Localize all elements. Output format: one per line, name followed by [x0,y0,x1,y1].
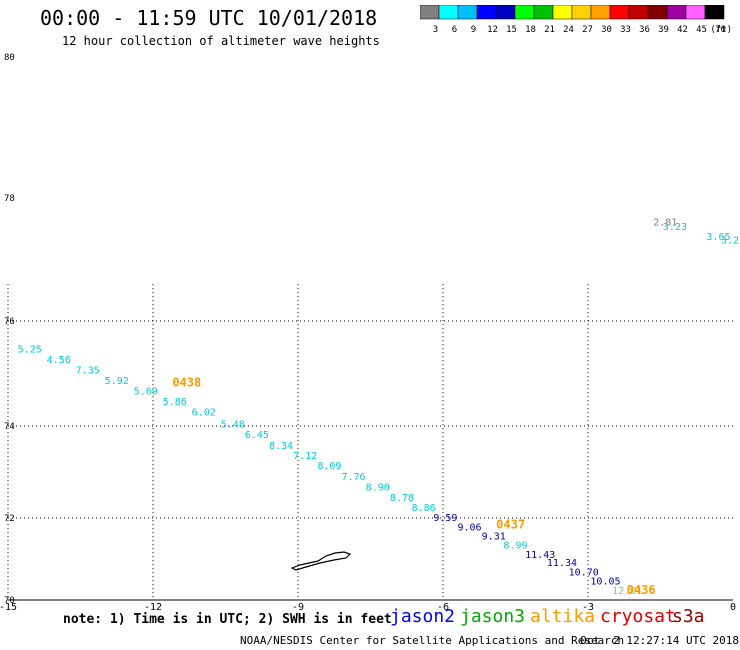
swh-observation: 8.78 [390,493,414,504]
colorbar-tick: 9 [471,25,476,35]
swh-observation: 3.65 [706,232,730,243]
legend-jason2: jason2 [390,606,456,627]
colorbar-swatch [704,5,725,20]
colorbar-tick: 39 [658,25,669,35]
lat-label: 76 [4,317,15,327]
lon-label: -3 [582,602,594,613]
colorbar-tick: 36 [639,25,650,35]
swh-observation: 3.23 [663,222,687,233]
map-subtitle: 12 hour collection of altimeter wave hei… [62,34,380,48]
swh-observation: 11.43 [525,550,555,561]
colorbar-tick: 6 [452,25,457,35]
credit-date: Oct 2 12:27:14 UTC 2018 [580,634,739,647]
swh-observation: 2.81 [653,218,677,229]
swh-observation: 7.76 [342,472,366,483]
swh-observation: 8.34 [269,441,293,452]
swh-observation: 6.02 [192,408,216,419]
swh-observation: 8.90 [366,482,390,493]
colorbar-tick: 18 [525,25,536,35]
swh-observation: 4.56 [47,355,71,366]
swh-observation: 9.31 [482,531,506,542]
map-title: 00:00 - 11:59 UTC 10/01/2018 [40,6,378,30]
footer-note: note: 1) Time is in UTC; 2) SWH is in fe… [63,612,392,627]
swh-observation: 8.99 [503,540,527,551]
time-label: 0437 [496,517,525,531]
colorbar-tick: 3 [433,25,438,35]
swh-observation: 7.35 [76,366,100,377]
lon-label: -15 [0,602,17,613]
time-label: 0438 [172,376,201,390]
colorbar-unit: (ft) [710,25,732,35]
swh-observation: 11.34 [547,558,577,569]
colorbar-tick: 27 [582,25,593,35]
swh-observation: 12.01 [612,586,642,597]
colorbar-tick: 45 [696,25,707,35]
swh-observation: 8.09 [317,461,341,472]
swh-observation: 7.12 [293,451,317,462]
legend-jason3: jason3 [460,606,526,627]
legend-s3a: s3a [672,606,705,627]
swh-observation: 5.25 [18,345,42,356]
lat-label: 72 [4,514,15,524]
lon-label: -6 [437,602,449,613]
colorbar-tick: 70 [715,25,726,35]
swh-observation: 5.48 [221,419,245,430]
swh-observation: 5.86 [163,397,187,408]
lat-label: 78 [4,194,15,204]
colorbar-tick: 15 [506,25,517,35]
swh-observation: 9.59 [433,513,457,524]
colorbar: 3 6 9 12 15 18 21 24 27 30 33 36 39 42 45 70(ft) [420,5,732,35]
lat-label: 74 [4,422,15,432]
lon-label: -9 [292,602,304,613]
lat-label: 80 [4,53,15,63]
lon-label: 0 [730,602,736,613]
colorbar-tick: 24 [563,25,574,35]
credit-text: NOAA/NESDIS Center for Satellite Applica… [240,634,625,647]
lon-label: -12 [144,602,162,613]
colorbar-tick: 30 [601,25,612,35]
legend-altika: altika [530,606,596,627]
swh-observation: 10.05 [590,576,620,587]
time-label: 0436 [627,583,656,597]
colorbar-tick: 42 [677,25,688,35]
colorbar-tick: 12 [487,25,498,35]
swh-observation: 10.70 [569,567,599,578]
swh-observation: 6.45 [245,430,269,441]
swh-observation: 5.69 [134,387,158,398]
swh-observation: 5.92 [105,376,129,387]
swh-observation: 8.86 [412,503,436,514]
swh-observation: 3.23 [721,236,740,247]
swh-observation: 9.06 [458,522,482,533]
colorbar-tick: 21 [544,25,555,35]
island-outline [290,551,352,571]
colorbar-tick: 33 [620,25,631,35]
lat-label: 70 [4,596,15,606]
legend-cryosat: cryosat [600,606,676,627]
